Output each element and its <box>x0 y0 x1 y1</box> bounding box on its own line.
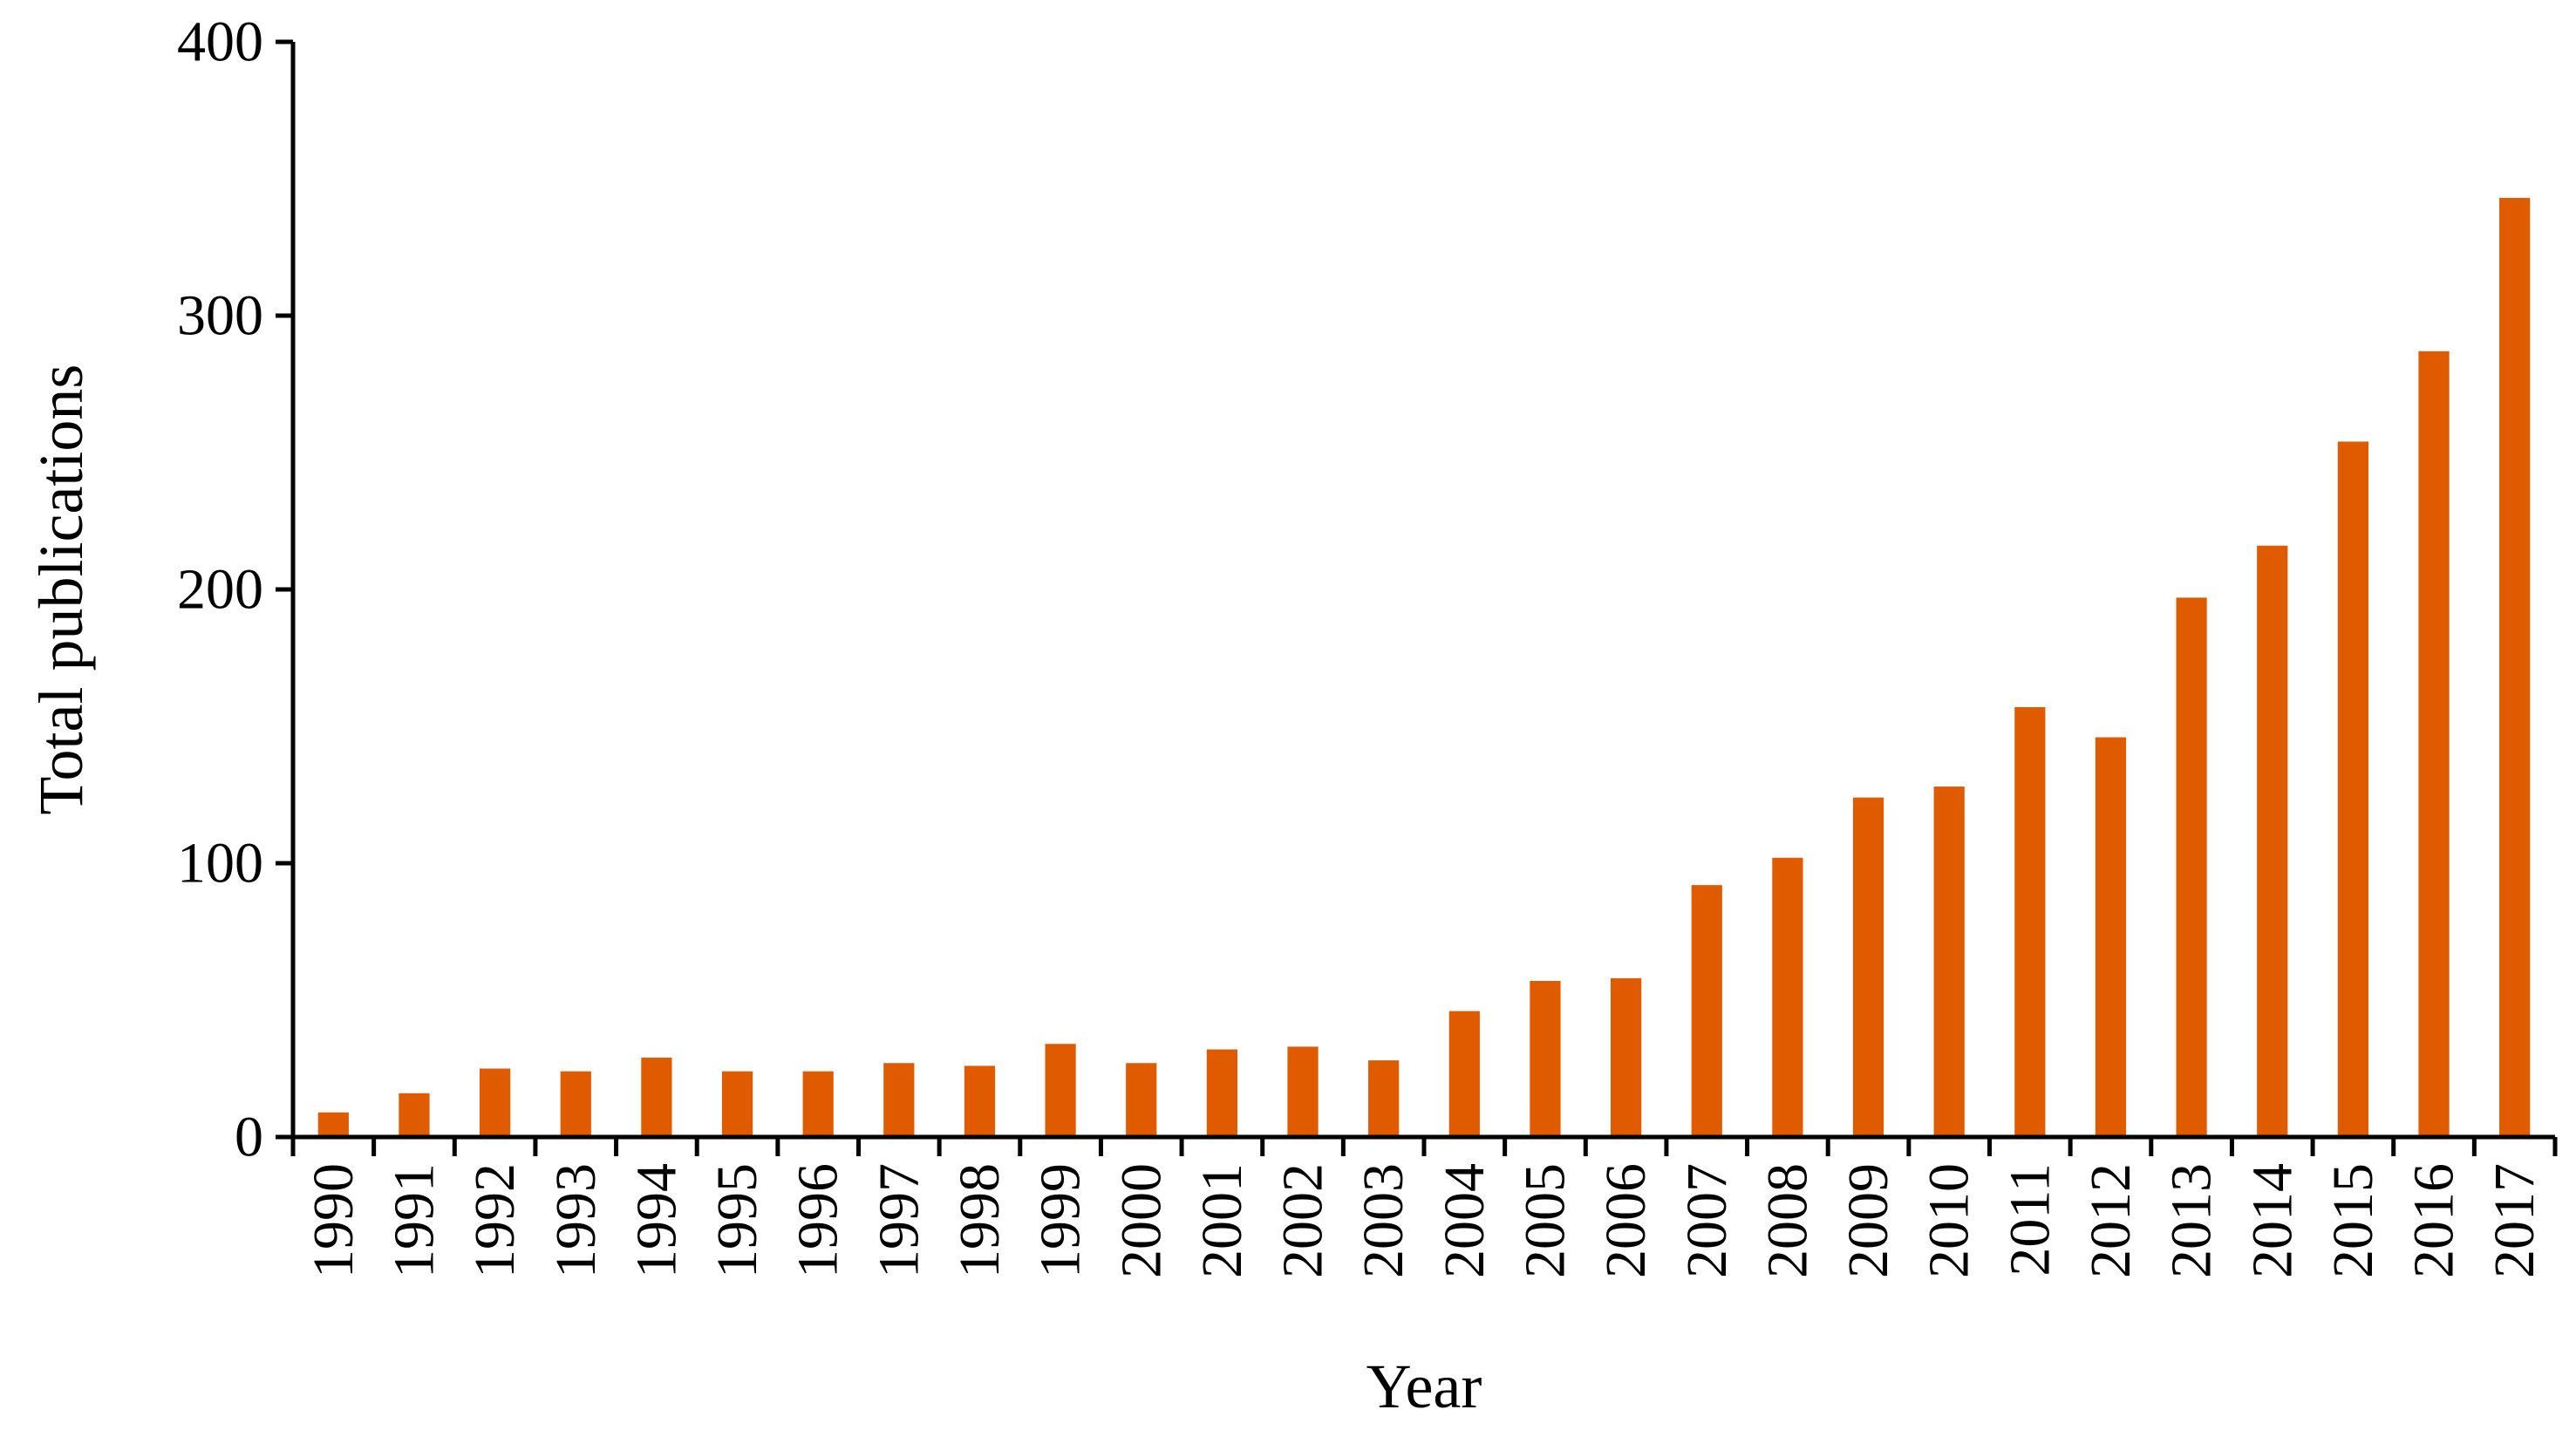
y-tick-label-0: 0 <box>235 1106 263 1169</box>
bar-2013 <box>2176 597 2207 1137</box>
x-tick-label-1999: 1999 <box>1029 1163 1093 1278</box>
bar-2003 <box>1368 1060 1400 1137</box>
bar-2004 <box>1448 1011 1480 1137</box>
bar-1996 <box>802 1071 834 1137</box>
x-tick-label-1997: 1997 <box>867 1163 930 1278</box>
bar-2008 <box>1772 857 1803 1137</box>
x-tick-label-1991: 1991 <box>382 1163 446 1278</box>
bar-1991 <box>399 1093 430 1137</box>
x-tick-label-1992: 1992 <box>463 1163 527 1278</box>
y-axis-ticks: 0 100 200 300 400 <box>177 10 293 1169</box>
y-tick-label-100: 100 <box>177 832 263 895</box>
bar-1995 <box>721 1071 753 1137</box>
x-tick-label-2004: 2004 <box>1433 1163 1496 1278</box>
bar-2006 <box>1611 977 1642 1137</box>
bars-group <box>317 197 2531 1138</box>
x-tick-label-2017: 2017 <box>2483 1163 2546 1278</box>
y-tick-label-200: 200 <box>177 558 263 622</box>
x-tick-label-1993: 1993 <box>544 1163 608 1278</box>
bar-2011 <box>2014 707 2046 1137</box>
bar-1998 <box>964 1066 996 1137</box>
bar-2007 <box>1691 885 1722 1137</box>
x-tick-label-1994: 1994 <box>624 1163 688 1278</box>
x-tick-label-2008: 2008 <box>1755 1163 1819 1278</box>
bar-1999 <box>1045 1044 1076 1137</box>
x-tick-label-2007: 2007 <box>1675 1163 1739 1278</box>
bar-1997 <box>883 1063 915 1137</box>
x-tick-label-1996: 1996 <box>787 1163 850 1278</box>
y-tick-label-300: 300 <box>177 284 263 348</box>
x-tick-label-2001: 2001 <box>1190 1163 1254 1278</box>
x-tick-label-2013: 2013 <box>2160 1163 2224 1278</box>
bar-2009 <box>1852 797 1884 1137</box>
bar-1994 <box>641 1057 672 1137</box>
bar-2005 <box>1530 981 1561 1137</box>
x-tick-label-2006: 2006 <box>1594 1163 1658 1278</box>
bar-2014 <box>2257 545 2288 1137</box>
bar-2000 <box>1126 1063 1157 1137</box>
bar-2017 <box>2499 197 2531 1138</box>
x-axis-title: Year <box>1366 1352 1482 1421</box>
x-tick-label-2011: 2011 <box>1998 1163 2061 1277</box>
x-tick-label-2014: 2014 <box>2240 1163 2304 1278</box>
x-axis-ticks: 1990 1991 1992 1993 1994 1995 1996 1997 1998 1999… <box>290 1137 2558 1278</box>
x-tick-label-2010: 2010 <box>1918 1163 1981 1278</box>
x-tick-label-2016: 2016 <box>2402 1163 2466 1278</box>
bar-1990 <box>317 1112 349 1137</box>
bar-1992 <box>480 1068 511 1137</box>
x-tick-label-2015: 2015 <box>2321 1163 2385 1278</box>
bar-2012 <box>2095 737 2127 1137</box>
x-tick-label-1990: 1990 <box>302 1163 365 1278</box>
x-tick-label-2002: 2002 <box>1271 1163 1335 1278</box>
bar-2016 <box>2418 351 2450 1137</box>
x-tick-label-2012: 2012 <box>2079 1163 2143 1278</box>
bar-2002 <box>1287 1046 1319 1137</box>
x-tick-label-1998: 1998 <box>948 1163 1012 1278</box>
bar-1993 <box>560 1071 591 1137</box>
bar-2001 <box>1206 1049 1237 1137</box>
x-tick-label-1995: 1995 <box>705 1163 769 1278</box>
y-tick-label-400: 400 <box>177 10 263 74</box>
x-tick-label-2009: 2009 <box>1837 1163 1900 1278</box>
x-tick-label-2005: 2005 <box>1513 1163 1577 1278</box>
bar-2010 <box>1933 786 1965 1137</box>
x-tick-label-2000: 2000 <box>1109 1163 1173 1278</box>
y-axis-title: Total publications <box>26 364 96 815</box>
x-tick-label-2003: 2003 <box>1352 1163 1415 1278</box>
bar-2015 <box>2337 441 2368 1137</box>
